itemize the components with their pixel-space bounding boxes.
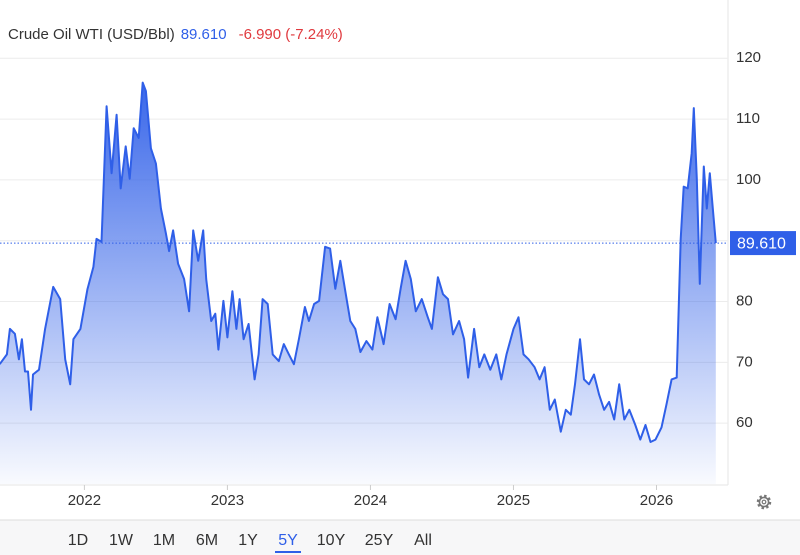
gear-hub — [761, 499, 767, 505]
y-tick-label: 120 — [736, 49, 761, 66]
header: Crude Oil WTI (USD/Bbl) 89.610 -6.990 (-7.… — [8, 26, 343, 43]
x-tick-label: 2024 — [354, 492, 387, 509]
price-change: -6.990 (-7.24%) — [239, 26, 343, 43]
gear-ring — [758, 496, 770, 508]
range-button[interactable]: 10Y — [317, 532, 346, 549]
y-tick-label: 110 — [736, 110, 760, 127]
range-button[interactable]: 5Y — [278, 532, 298, 549]
y-tick-label: 60 — [736, 414, 753, 431]
instrument-name: Crude Oil WTI (USD/Bbl) — [8, 26, 175, 43]
range-button[interactable]: 1M — [153, 532, 175, 549]
price-line — [0, 81, 717, 443]
price-area — [0, 82, 716, 484]
range-button[interactable]: All — [414, 532, 432, 549]
x-tick-label: 2026 — [640, 492, 673, 509]
y-tick-label: 100 — [736, 171, 761, 188]
range-button[interactable]: 1Y — [238, 532, 258, 549]
x-tick-label: 2022 — [68, 492, 101, 509]
range-button[interactable]: 1D — [68, 532, 88, 549]
range-bar — [0, 520, 800, 555]
x-tick-label: 2025 — [497, 492, 530, 509]
last-price-badge — [730, 231, 796, 256]
y-tick-label: 80 — [736, 293, 753, 310]
gear-teeth — [756, 494, 772, 510]
range-button[interactable]: 25Y — [365, 532, 394, 549]
range-button[interactable]: 1W — [109, 532, 134, 549]
last-price-label: 89.610 — [737, 235, 786, 252]
settings-icon[interactable] — [756, 494, 772, 510]
x-tick-label: 2023 — [211, 492, 244, 509]
y-tick-label: 70 — [736, 353, 753, 370]
last-price: 89.610 — [181, 26, 227, 43]
range-button[interactable]: 6M — [196, 532, 218, 549]
